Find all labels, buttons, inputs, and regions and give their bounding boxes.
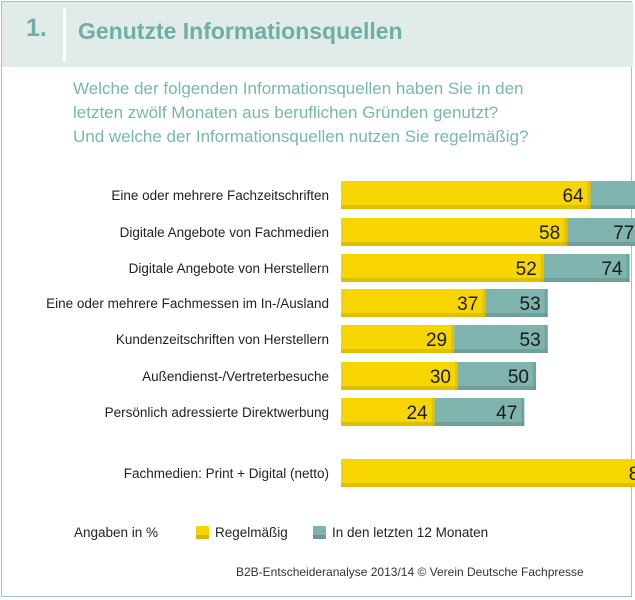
data-label-last12: 47 <box>496 403 517 424</box>
data-label-last12: 74 <box>601 259 623 280</box>
bar-last12 <box>454 325 548 353</box>
category-label: Eine oder mehrere Fachmessen im In-/Ausl… <box>46 296 329 311</box>
legend-swatch-last12 <box>313 526 326 539</box>
chart-title: Genutzte Informationsquellen <box>78 18 403 44</box>
category-label: Fachmedien: Print + Digital (netto) <box>124 466 329 481</box>
bar-regular <box>341 254 544 282</box>
bar-regular <box>341 325 455 353</box>
legend-unit-label: Angaben in % <box>74 525 159 540</box>
bar-last12 <box>567 218 635 246</box>
bar-regular <box>341 218 568 246</box>
category-label: Digitale Angebote von Herstellern <box>129 261 329 276</box>
chart-header: 1. Genutzte Informationsquellen <box>2 2 633 67</box>
chart-question: Welche der folgenden Informationsquellen… <box>73 77 623 149</box>
data-label-last12: 77 <box>613 223 634 244</box>
question-line-1: Welche der folgenden Informationsquellen… <box>73 79 524 98</box>
bar-last12 <box>590 181 635 209</box>
data-label-regular: 30 <box>430 367 451 388</box>
bar-regular <box>341 459 635 487</box>
bar-regular <box>341 289 486 317</box>
data-label-last12: 50 <box>508 367 529 388</box>
data-label-regular: 81 <box>629 464 635 485</box>
data-label-regular: 29 <box>426 330 447 351</box>
data-label-last12: 53 <box>520 330 541 351</box>
legend-label-last12: In den letzten 12 Monaten <box>332 525 489 540</box>
data-label-regular: 64 <box>562 186 584 207</box>
data-label-regular: 58 <box>539 223 560 244</box>
bar-last12 <box>543 254 630 282</box>
question-line-3: Und welche der Informationsquellen nutze… <box>73 127 529 146</box>
question-line-2: letzten zwölf Monaten aus beruflichen Gr… <box>73 103 499 122</box>
data-label-last12: 53 <box>520 294 541 315</box>
legend-label-regular: Regelmäßig <box>215 525 288 540</box>
data-label-regular: 37 <box>457 294 478 315</box>
data-label-regular: 24 <box>406 403 428 424</box>
bar-last12 <box>434 398 525 426</box>
legend-swatch-regular <box>196 526 209 539</box>
source-note: B2B-Entscheideranalyse 2013/14 © Verein … <box>236 565 584 579</box>
bar-regular <box>341 181 591 209</box>
section-number: 1. <box>26 14 47 42</box>
bar-regular <box>341 362 458 390</box>
category-label: Außendienst-/Vertreterbesuche <box>142 369 329 384</box>
header-divider <box>63 8 66 61</box>
category-label: Digitale Angebote von Fachmedien <box>120 225 329 240</box>
bar-last12 <box>485 289 548 317</box>
category-label: Eine oder mehrere Fachzeitschriften <box>111 188 329 203</box>
category-label: Persönlich adressierte Direktwerbung <box>105 405 329 420</box>
data-label-regular: 52 <box>516 259 537 280</box>
category-label: Kundenzeitschriften von Herstellern <box>116 332 329 347</box>
bar-last12 <box>458 362 536 390</box>
bar-regular <box>341 398 435 426</box>
